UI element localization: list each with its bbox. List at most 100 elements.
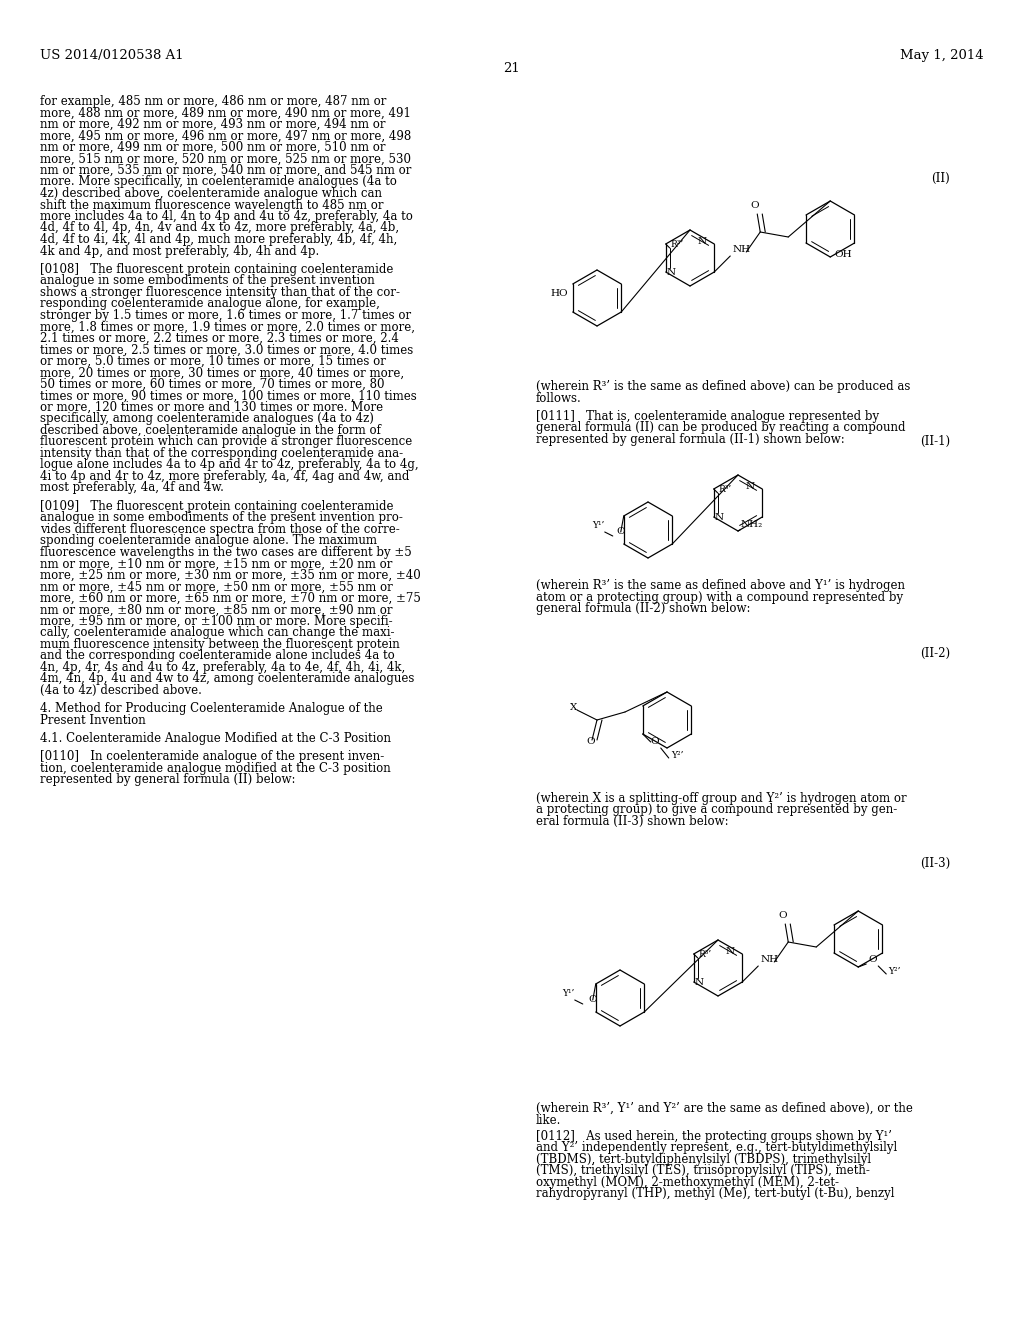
Text: more. More specifically, in coelenteramide analogues (4a to: more. More specifically, in coelenterami… (40, 176, 397, 189)
Text: analogue in some embodiments of the present invention pro-: analogue in some embodiments of the pres… (40, 511, 402, 524)
Text: oxymethyl (MOM), 2-methoxymethyl (MEM), 2-tet-: oxymethyl (MOM), 2-methoxymethyl (MEM), … (536, 1176, 839, 1188)
Text: (II): (II) (931, 172, 950, 185)
Text: [0112]   As used herein, the protecting groups shown by Y¹’: [0112] As used herein, the protecting gr… (536, 1130, 892, 1143)
Text: N: N (745, 482, 755, 491)
Text: represented by general formula (II) below:: represented by general formula (II) belo… (40, 774, 296, 787)
Text: (wherein R³’ is the same as defined above) can be produced as: (wherein R³’ is the same as defined abov… (536, 380, 910, 393)
Text: or more, 120 times or more and 130 times or more. More: or more, 120 times or more and 130 times… (40, 401, 383, 414)
Text: [0108]   The fluorescent protein containing coelenteramide: [0108] The fluorescent protein containin… (40, 263, 393, 276)
Text: stronger by 1.5 times or more, 1.6 times or more, 1.7 times or: stronger by 1.5 times or more, 1.6 times… (40, 309, 411, 322)
Text: specifically, among coelenteramide analogues (4a to 4z): specifically, among coelenteramide analo… (40, 412, 374, 425)
Text: (wherein R³’, Y¹’ and Y²’ are the same as defined above), or the: (wherein R³’, Y¹’ and Y²’ are the same a… (536, 1102, 912, 1115)
Text: O: O (778, 911, 786, 920)
Text: more, 495 nm or more, 496 nm or more, 497 nm or more, 498: more, 495 nm or more, 496 nm or more, 49… (40, 129, 412, 143)
Text: (TBDMS), tert-butyldiphenylsilyl (TBDPS), trimethylsilyl: (TBDMS), tert-butyldiphenylsilyl (TBDPS)… (536, 1152, 871, 1166)
Text: responding coelenteramide analogue alone, for example,: responding coelenteramide analogue alone… (40, 297, 380, 310)
Text: most preferably, 4a, 4f and 4w.: most preferably, 4a, 4f and 4w. (40, 482, 224, 495)
Text: and Y²’ independently represent, e.g., tert-butyldimethylsilyl: and Y²’ independently represent, e.g., t… (536, 1140, 897, 1154)
Text: atom or a protecting group) with a compound represented by: atom or a protecting group) with a compo… (536, 590, 903, 603)
Text: Present Invention: Present Invention (40, 714, 145, 727)
Text: (TMS), triethylsilyl (TES), triisopropylsilyl (TIPS), meth-: (TMS), triethylsilyl (TES), triisopropyl… (536, 1164, 869, 1177)
Text: more, ±25 nm or more, ±30 nm or more, ±35 nm or more, ±40: more, ±25 nm or more, ±30 nm or more, ±3… (40, 569, 421, 582)
Text: (II-1): (II-1) (920, 436, 950, 447)
Text: general formula (II) can be produced by reacting a compound: general formula (II) can be produced by … (536, 421, 905, 434)
Text: times or more, 90 times or more, 100 times or more, 110 times: times or more, 90 times or more, 100 tim… (40, 389, 417, 403)
Text: nm or more, 492 nm or more, 493 nm or more, 494 nm or: nm or more, 492 nm or more, 493 nm or mo… (40, 117, 385, 131)
Text: O: O (587, 737, 595, 746)
Text: May 1, 2014: May 1, 2014 (900, 49, 984, 62)
Text: nm or more, ±80 nm or more, ±85 nm or more, ±90 nm or: nm or more, ±80 nm or more, ±85 nm or mo… (40, 603, 392, 616)
Text: follows.: follows. (536, 392, 582, 404)
Text: and the corresponding coelenteramide alone includes 4a to: and the corresponding coelenteramide alo… (40, 649, 394, 663)
Text: R³’: R³’ (719, 484, 732, 494)
Text: (4a to 4z) described above.: (4a to 4z) described above. (40, 684, 202, 697)
Text: (II-2): (II-2) (920, 647, 950, 660)
Text: 21: 21 (504, 62, 520, 75)
Text: Y¹’: Y¹’ (562, 989, 574, 998)
Text: O: O (750, 201, 759, 210)
Text: R³’: R³’ (698, 950, 712, 960)
Text: more, 20 times or more, 30 times or more, 40 times or more,: more, 20 times or more, 30 times or more… (40, 367, 404, 379)
Text: more, 515 nm or more, 520 nm or more, 525 nm or more, 530: more, 515 nm or more, 520 nm or more, 52… (40, 153, 411, 165)
Text: N: N (715, 513, 724, 521)
Text: NH: NH (732, 246, 751, 253)
Text: O: O (868, 954, 877, 964)
Text: nm or more, ±10 nm or more, ±15 nm or more, ±20 nm or: nm or more, ±10 nm or more, ±15 nm or mo… (40, 557, 392, 570)
Text: shift the maximum fluorescence wavelength to 485 nm or: shift the maximum fluorescence wavelengt… (40, 198, 384, 211)
Text: O: O (650, 737, 659, 746)
Text: (II-3): (II-3) (920, 857, 950, 870)
Text: like.: like. (536, 1114, 561, 1126)
Text: Y¹’: Y¹’ (592, 521, 605, 531)
Text: intensity than that of the corresponding coelenteramide ana-: intensity than that of the corresponding… (40, 447, 403, 459)
Text: more, ±95 nm or more, or ±100 nm or more. More specifi-: more, ±95 nm or more, or ±100 nm or more… (40, 615, 392, 628)
Text: nm or more, 535 nm or more, 540 nm or more, and 545 nm or: nm or more, 535 nm or more, 540 nm or mo… (40, 164, 412, 177)
Text: general formula (II-2) shown below:: general formula (II-2) shown below: (536, 602, 751, 615)
Text: [0110]   In coelenteramide analogue of the present inven-: [0110] In coelenteramide analogue of the… (40, 751, 384, 763)
Text: US 2014/0120538 A1: US 2014/0120538 A1 (40, 49, 183, 62)
Text: analogue in some embodiments of the present invention: analogue in some embodiments of the pres… (40, 275, 375, 288)
Text: mum fluorescence intensity between the fluorescent protein: mum fluorescence intensity between the f… (40, 638, 399, 651)
Text: 50 times or more, 60 times or more, 70 times or more, 80: 50 times or more, 60 times or more, 70 t… (40, 378, 384, 391)
Text: N: N (667, 268, 676, 277)
Text: X: X (569, 704, 577, 711)
Text: 4. Method for Producing Coelenteramide Analogue of the: 4. Method for Producing Coelenteramide A… (40, 702, 383, 715)
Text: 4n, 4p, 4r, 4s and 4u to 4z, preferably, 4a to 4e, 4f, 4h, 4i, 4k,: 4n, 4p, 4r, 4s and 4u to 4z, preferably,… (40, 661, 406, 673)
Text: cally, coelenteramide analogue which can change the maxi-: cally, coelenteramide analogue which can… (40, 626, 394, 639)
Text: O: O (589, 995, 597, 1005)
Text: sponding coelenteramide analogue alone. The maximum: sponding coelenteramide analogue alone. … (40, 535, 377, 548)
Text: times or more, 2.5 times or more, 3.0 times or more, 4.0 times: times or more, 2.5 times or more, 3.0 ti… (40, 343, 414, 356)
Text: vides different fluorescence spectra from those of the corre-: vides different fluorescence spectra fro… (40, 523, 399, 536)
Text: 4i to 4p and 4r to 4z, more preferably, 4a, 4f, 4ag and 4w, and: 4i to 4p and 4r to 4z, more preferably, … (40, 470, 410, 483)
Text: [0109]   The fluorescent protein containing coelenteramide: [0109] The fluorescent protein containin… (40, 500, 393, 512)
Text: OH: OH (835, 249, 852, 259)
Text: Y²’: Y²’ (888, 968, 901, 975)
Text: 2.1 times or more, 2.2 times or more, 2.3 times or more, 2.4: 2.1 times or more, 2.2 times or more, 2.… (40, 331, 399, 345)
Text: 4d, 4f to 4l, 4p, 4n, 4v and 4x to 4z, more preferably, 4a, 4b,: 4d, 4f to 4l, 4p, 4n, 4v and 4x to 4z, m… (40, 222, 399, 235)
Text: NH₂: NH₂ (741, 520, 763, 529)
Text: 4k and 4p, and most preferably, 4b, 4h and 4p.: 4k and 4p, and most preferably, 4b, 4h a… (40, 244, 319, 257)
Text: R³’: R³’ (671, 240, 684, 249)
Text: eral formula (II-3) shown below:: eral formula (II-3) shown below: (536, 814, 729, 828)
Text: Y²’: Y²’ (671, 751, 683, 760)
Text: more, 1.8 times or more, 1.9 times or more, 2.0 times or more,: more, 1.8 times or more, 1.9 times or mo… (40, 321, 415, 334)
Text: nm or more, 499 nm or more, 500 nm or more, 510 nm or: nm or more, 499 nm or more, 500 nm or mo… (40, 141, 385, 154)
Text: N: N (697, 238, 707, 246)
Text: more, ±60 nm or more, ±65 nm or more, ±70 nm or more, ±75: more, ±60 nm or more, ±65 nm or more, ±7… (40, 591, 421, 605)
Text: logue alone includes 4a to 4p and 4r to 4z, preferably, 4a to 4g,: logue alone includes 4a to 4p and 4r to … (40, 458, 419, 471)
Text: more includes 4a to 4l, 4n to 4p and 4u to 4z, preferably, 4a to: more includes 4a to 4l, 4n to 4p and 4u … (40, 210, 413, 223)
Text: for example, 485 nm or more, 486 nm or more, 487 nm or: for example, 485 nm or more, 486 nm or m… (40, 95, 386, 108)
Text: N: N (725, 946, 734, 956)
Text: more, 488 nm or more, 489 nm or more, 490 nm or more, 491: more, 488 nm or more, 489 nm or more, 49… (40, 107, 411, 120)
Text: fluorescence wavelengths in the two cases are different by ±5: fluorescence wavelengths in the two case… (40, 545, 412, 558)
Text: shows a stronger fluorescence intensity than that of the cor-: shows a stronger fluorescence intensity … (40, 286, 400, 298)
Text: N: N (694, 978, 703, 987)
Text: 4.1. Coelenteramide Analogue Modified at the C-3 Position: 4.1. Coelenteramide Analogue Modified at… (40, 733, 391, 744)
Text: a protecting group) to give a compound represented by gen-: a protecting group) to give a compound r… (536, 804, 897, 817)
Text: 4m, 4n, 4p, 4u and 4w to 4z, among coelenteramide analogues: 4m, 4n, 4p, 4u and 4w to 4z, among coele… (40, 672, 415, 685)
Text: 4z) described above, coelenteramide analogue which can: 4z) described above, coelenteramide anal… (40, 187, 382, 201)
Text: 4d, 4f to 4i, 4k, 4l and 4p, much more preferably, 4b, 4f, 4h,: 4d, 4f to 4i, 4k, 4l and 4p, much more p… (40, 234, 397, 246)
Text: (wherein R³’ is the same as defined above and Y¹’ is hydrogen: (wherein R³’ is the same as defined abov… (536, 579, 905, 591)
Text: HO: HO (550, 289, 567, 298)
Text: rahydropyranyl (THP), methyl (Me), tert-butyl (t-Bu), benzyl: rahydropyranyl (THP), methyl (Me), tert-… (536, 1187, 895, 1200)
Text: described above, coelenteramide analogue in the form of: described above, coelenteramide analogue… (40, 424, 381, 437)
